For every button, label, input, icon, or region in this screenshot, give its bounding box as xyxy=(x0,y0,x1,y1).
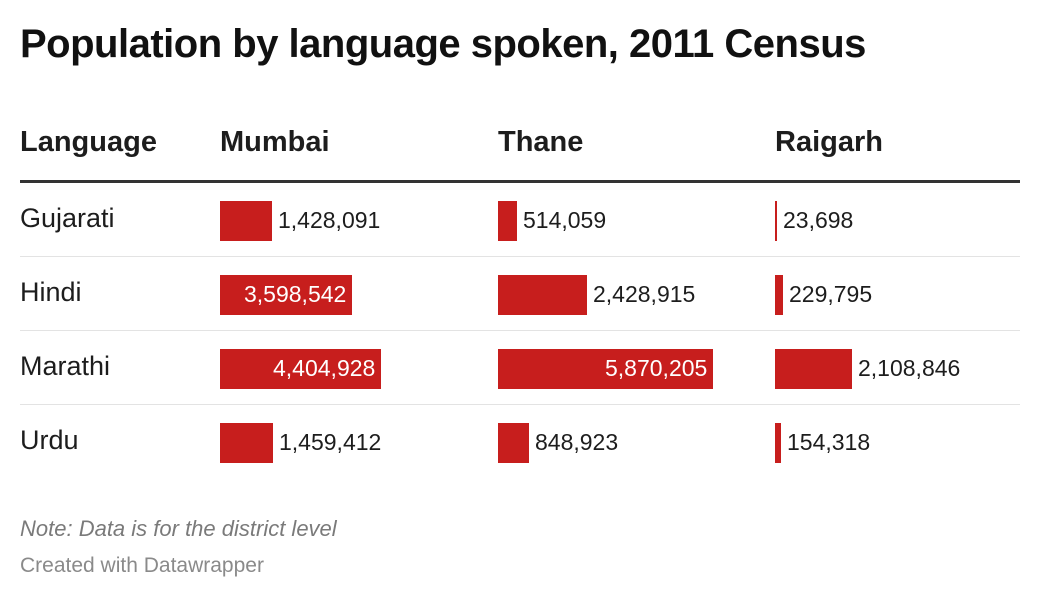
value-label: 514,059 xyxy=(523,207,607,233)
column-header-raigarh: Raigarh xyxy=(775,126,883,158)
value-bar xyxy=(498,275,587,315)
language-label: Gujarati xyxy=(20,203,115,233)
language-label: Hindi xyxy=(20,277,82,307)
value-bar xyxy=(220,201,272,241)
value-label: 5,870,205 xyxy=(605,355,708,381)
language-label: Urdu xyxy=(20,425,79,455)
value-label: 1,459,412 xyxy=(279,429,382,455)
value-bar xyxy=(220,275,352,315)
table-body: Gujarati 1,428,091 514,059 23,698 Hindi 3,598… xyxy=(20,183,1020,478)
value-bar xyxy=(498,423,529,463)
value-bar xyxy=(220,423,273,463)
chart-title: Population by language spoken, 2011 Cens… xyxy=(20,22,866,66)
value-bar xyxy=(498,349,713,389)
value-label: 3,598,542 xyxy=(244,281,347,307)
credit-line: Created with Datawrapper xyxy=(20,554,264,577)
footnote: Note: Data is for the district level xyxy=(20,516,337,541)
value-bar xyxy=(498,201,517,241)
column-header-mumbai: Mumbai xyxy=(220,126,330,158)
language-label: Marathi xyxy=(20,351,111,381)
value-label: 848,923 xyxy=(535,429,619,455)
value-label: 23,698 xyxy=(783,207,854,233)
data-table: Language Mumbai Thane Raigarh Gujarati 1,… xyxy=(20,110,1020,478)
table-row: Hindi 3,598,542 2,428,915 229,795 xyxy=(20,257,1020,331)
table-row: Urdu 1,459,412 848,923 154,318 xyxy=(20,405,1020,478)
table-row: Gujarati 1,428,091 514,059 23,698 xyxy=(20,183,1020,257)
value-bar xyxy=(775,349,852,389)
value-label: 2,428,915 xyxy=(593,281,696,307)
value-bar xyxy=(775,423,781,463)
value-label: 154,318 xyxy=(787,429,871,455)
value-bar xyxy=(220,349,381,389)
value-label: 229,795 xyxy=(789,281,873,307)
value-bar xyxy=(775,201,777,241)
column-header-language: Language xyxy=(20,126,157,158)
table-row: Marathi 4,404,928 5,870,205 2,108,846 xyxy=(20,331,1020,405)
column-header-thane: Thane xyxy=(498,126,584,158)
table-header: Language Mumbai Thane Raigarh xyxy=(20,110,1020,183)
value-bar xyxy=(775,275,783,315)
value-label: 1,428,091 xyxy=(278,207,381,233)
value-label: 4,404,928 xyxy=(273,355,376,381)
value-label: 2,108,846 xyxy=(858,355,961,381)
